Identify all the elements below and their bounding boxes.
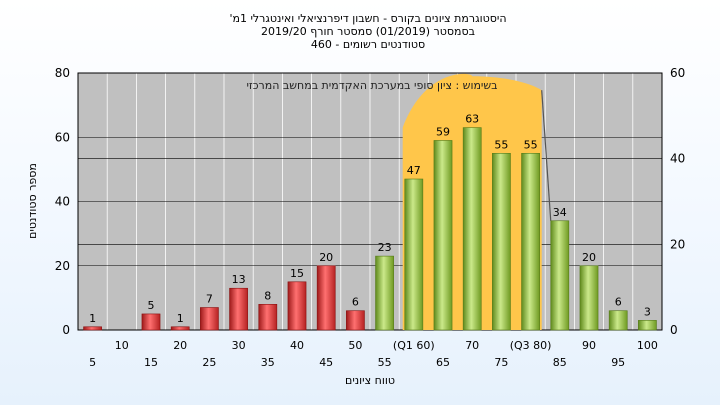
x-axis-title: טווח ציונים bbox=[345, 374, 395, 387]
x-tick-label: 15 bbox=[144, 356, 158, 369]
data-label: 20 bbox=[319, 251, 333, 264]
x-tick-label: 50 bbox=[348, 339, 362, 352]
data-label: 20 bbox=[582, 251, 596, 264]
bar-q3-80 bbox=[521, 153, 540, 331]
data-label: 13 bbox=[232, 273, 246, 286]
x-tick-label: 20 bbox=[173, 339, 187, 352]
y-tick-label: 40 bbox=[55, 195, 70, 209]
bar-q1-60 bbox=[404, 178, 424, 331]
x-axis-ticks: 5 10 15 20 25 30 35 40 45 50 55(Q1 60)65 70 75(Q3 80… bbox=[89, 339, 658, 369]
quartile-edge-line bbox=[541, 90, 552, 221]
data-label: 55 bbox=[494, 138, 508, 151]
y2-tick-label: 20 bbox=[670, 237, 685, 251]
x-tick-label: 35 bbox=[261, 356, 275, 369]
x-tick-label: 95 bbox=[611, 356, 625, 369]
bar-95 bbox=[608, 310, 628, 331]
bar-50 bbox=[346, 310, 365, 331]
bar-90 bbox=[579, 265, 599, 331]
bar-55 bbox=[375, 255, 394, 331]
x-tick-label: 45 bbox=[319, 356, 333, 369]
chart-title-block: היסטוגרמת ציונים בקורס - חשבון דיפרנציאל… bbox=[229, 12, 506, 51]
x-tick-label: 70 bbox=[465, 339, 479, 352]
x-tick-label: 65 bbox=[436, 356, 450, 369]
bar-85 bbox=[550, 220, 570, 331]
y2-tick-label: 60 bbox=[670, 66, 685, 80]
x-tick-label: 55 bbox=[378, 356, 392, 369]
data-label: 34 bbox=[553, 206, 567, 219]
x-tick-label: 100 bbox=[637, 339, 658, 352]
data-label: 63 bbox=[465, 113, 479, 126]
data-label: 15 bbox=[290, 267, 304, 280]
plot-border bbox=[77, 72, 663, 331]
bar-30 bbox=[229, 287, 248, 331]
y-tick-label: 60 bbox=[55, 130, 70, 144]
chart-title-line-1: היסטוגרמת ציונים בקורס - חשבון דיפרנציאל… bbox=[229, 12, 506, 25]
x-tick-label: 10 bbox=[115, 339, 129, 352]
data-label: 1 bbox=[177, 312, 184, 325]
chart-title-line-2: בסמסטר (01/2019) סמסטר חורף 2019/20 bbox=[261, 25, 475, 38]
x-tick-label: 5 bbox=[89, 356, 96, 369]
data-label: 55 bbox=[524, 138, 538, 151]
bar-5 bbox=[83, 326, 102, 331]
y-tick-label: 0 bbox=[62, 323, 70, 337]
x-tick-label: 75 bbox=[494, 356, 508, 369]
data-label: 47 bbox=[407, 164, 421, 177]
data-label: 1 bbox=[89, 312, 96, 325]
y2-tick-label: 0 bbox=[670, 323, 678, 337]
bar-35 bbox=[258, 303, 278, 331]
bar-65 bbox=[433, 140, 453, 331]
data-label: 8 bbox=[264, 289, 271, 302]
bar-40 bbox=[287, 281, 307, 331]
bar-100 bbox=[638, 320, 657, 331]
data-label: 3 bbox=[644, 305, 651, 318]
y2-axis-ticks: 0 20 40 60 bbox=[670, 66, 685, 337]
bar-25 bbox=[200, 307, 219, 331]
data-label: 59 bbox=[436, 125, 450, 138]
data-label: 7 bbox=[206, 293, 213, 306]
x-tick-label: 30 bbox=[232, 339, 246, 352]
data-label: 6 bbox=[352, 296, 359, 309]
x-tick-label: (Q1 60) bbox=[393, 339, 435, 352]
chart-annotation: בשימוש : ציון סופי במערכת האקדמית במחשב … bbox=[246, 79, 497, 92]
grid-lines bbox=[77, 72, 663, 331]
x-tick-label: 90 bbox=[582, 339, 596, 352]
data-label: 5 bbox=[148, 299, 155, 312]
bar-15 bbox=[141, 313, 161, 331]
data-label: 6 bbox=[615, 296, 622, 309]
x-tick-label: 85 bbox=[553, 356, 567, 369]
bar-70 bbox=[462, 127, 482, 331]
chart-title-line-3: סטודנטים רשומים - 460 bbox=[311, 38, 425, 51]
x-tick-label: (Q3 80) bbox=[510, 339, 552, 352]
bar-75 bbox=[492, 153, 511, 331]
y-axis-title: מספר סטודנטים bbox=[26, 163, 39, 239]
x-tick-label: 25 bbox=[202, 356, 216, 369]
y-tick-label: 80 bbox=[55, 66, 70, 80]
y-tick-label: 20 bbox=[55, 259, 70, 273]
y-axis-ticks: 0 20 40 60 80 bbox=[55, 66, 70, 337]
y2-tick-label: 40 bbox=[670, 152, 685, 166]
x-tick-label: 40 bbox=[290, 339, 304, 352]
bar-45 bbox=[316, 265, 336, 331]
bars-group bbox=[83, 127, 657, 331]
bar-20 bbox=[170, 326, 190, 331]
data-label: 23 bbox=[378, 241, 392, 254]
